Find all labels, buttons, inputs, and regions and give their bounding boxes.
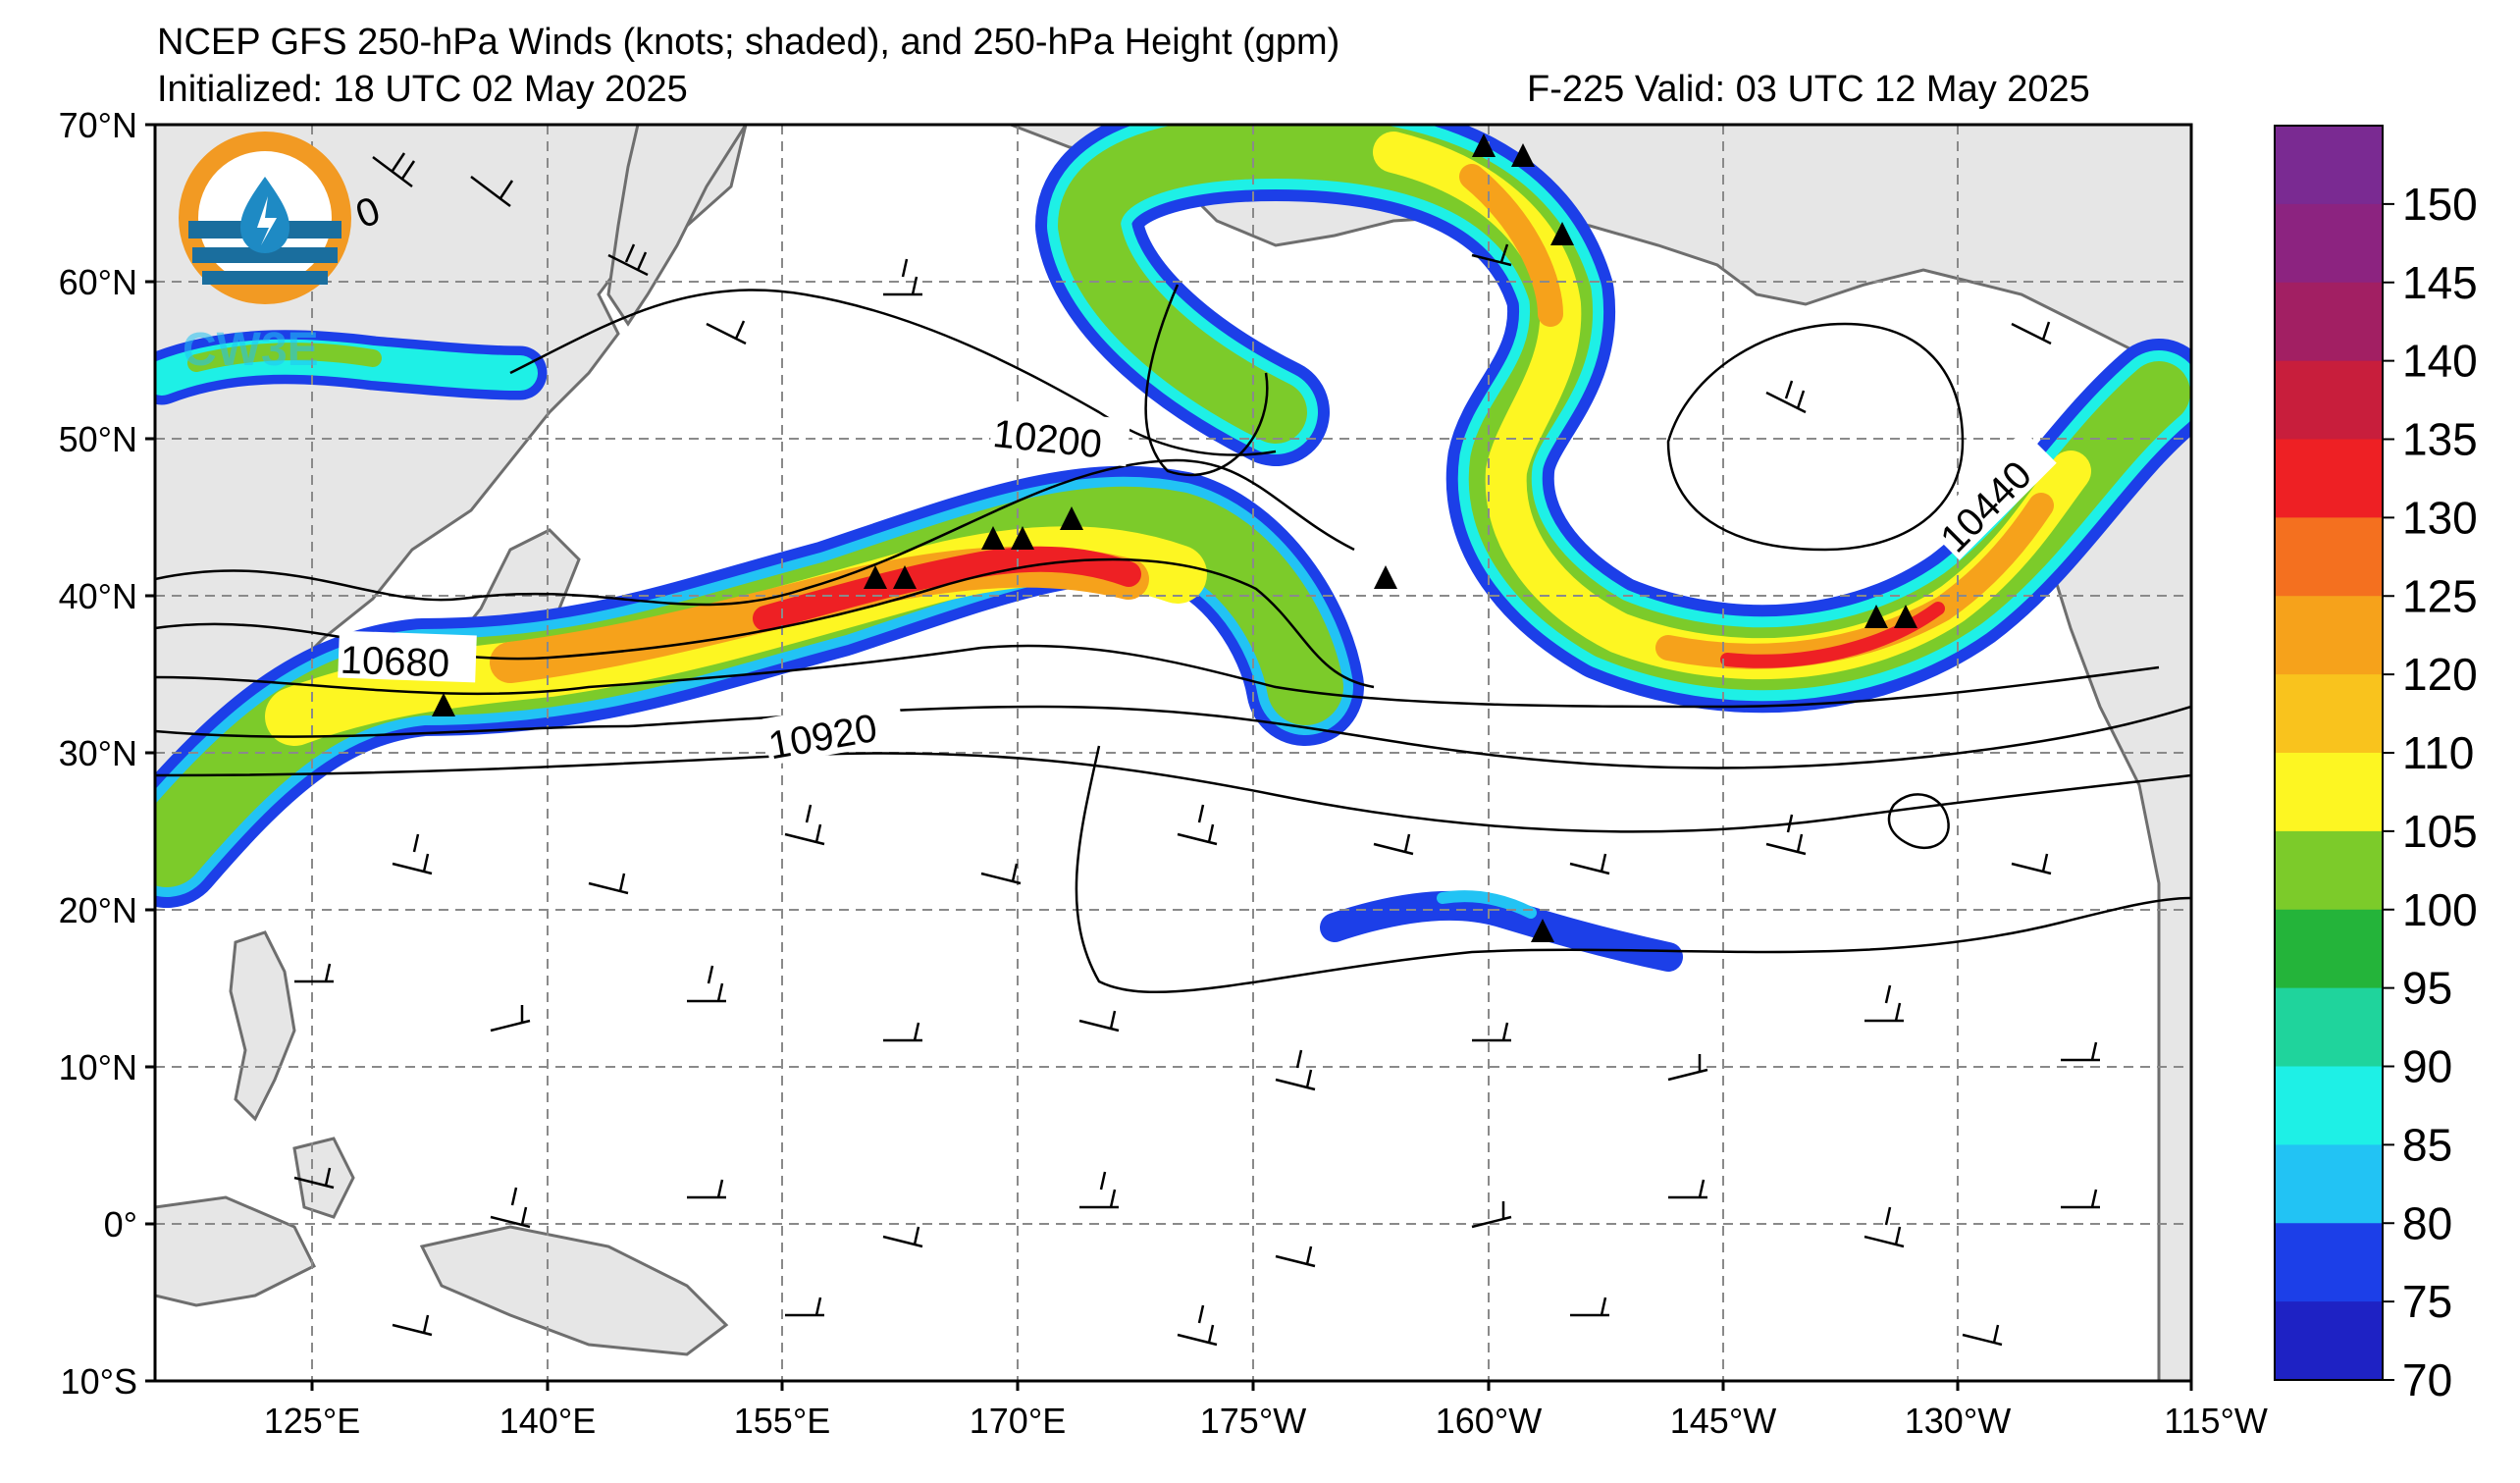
lat-labels: 70°N 60°N 50°N 40°N 30°N 20°N 10°N 0° 10… (59, 105, 137, 1402)
lon-label: 115°W (2164, 1401, 2268, 1441)
colorbar-swatch (2275, 909, 2383, 989)
colorbar-swatch (2275, 360, 2383, 440)
colorbar-swatch (2275, 596, 2383, 675)
colorbar-tick-label: 95 (2402, 963, 2452, 1014)
lon-label: 145°W (1670, 1401, 1776, 1441)
jet-aleutian-loop (1035, 125, 2191, 714)
lat-label: 0° (104, 1204, 137, 1245)
wind-barb-flags (432, 133, 1917, 942)
colorbar-tick-label: 90 (2402, 1041, 2452, 1092)
colorbar-swatch (2275, 439, 2383, 518)
colorbar-swatch (2275, 203, 2383, 284)
colorbar-swatch (2275, 1223, 2383, 1302)
colorbar-tick-label: 145 (2402, 257, 2478, 308)
colorbar-tick-label: 140 (2402, 336, 2478, 387)
valid-time: F-225 Valid: 03 UTC 12 May 2025 (1527, 69, 2090, 110)
lon-labels: 125°E 140°E 155°E 170°E 175°W 160°W 145°… (264, 1401, 2268, 1441)
jet-main-pacific (155, 465, 1364, 908)
colorbar-tick-label: 110 (2402, 727, 2474, 778)
colorbar-swatch (2275, 674, 2383, 754)
colorbar-tick-label: 150 (2402, 179, 2478, 230)
colorbar-swatch (2275, 830, 2383, 911)
lon-label: 130°W (1905, 1401, 2011, 1441)
colorbar-swatch (2275, 987, 2383, 1067)
logo-wave-3 (202, 271, 328, 285)
colorbar-swatch (2275, 517, 2383, 597)
lon-label: 175°W (1200, 1401, 1306, 1441)
lon-label: 155°E (734, 1401, 830, 1441)
colorbar-tick-label: 135 (2402, 414, 2478, 465)
lat-label: 20°N (59, 890, 137, 930)
cw3e-logo: CW3E (179, 132, 351, 376)
map-plot-area: 10200 10440 10680 10920 0 CW3E (155, 125, 2191, 1381)
logo-wave-2 (192, 247, 338, 263)
colorbar-swatch (2275, 126, 2383, 205)
colorbar: 150 145 140 135 130 125 120 110 105 100 95 90 85 80 75… (2274, 125, 2478, 1405)
logo-text: CW3E (183, 324, 319, 376)
jet-streams (155, 125, 2191, 972)
lat-label: 70°N (59, 105, 137, 145)
colorbar-swatch (2275, 1301, 2383, 1381)
colorbar-tick-label: 120 (2402, 649, 2478, 700)
lon-label: 170°E (970, 1401, 1066, 1441)
logo-bolt-icon (257, 196, 277, 245)
lat-label: 60°N (59, 262, 137, 302)
jet-subtropical (1320, 890, 1683, 972)
colorbar-swatch (2275, 1066, 2383, 1145)
colorbar-tick-label: 75 (2402, 1276, 2452, 1327)
lon-label: 160°W (1436, 1401, 1542, 1441)
sulawesi (292, 1137, 355, 1219)
contour-label-10680: 10680 (340, 639, 450, 686)
map-title: NCEP GFS 250-hPa Winds (knots; shaded), … (157, 22, 1340, 63)
jet-north-asia (155, 330, 548, 405)
colorbar-tick-label: 100 (2402, 884, 2478, 935)
colorbar-tick-label: 105 (2402, 806, 2478, 857)
colorbar-tick-label: 70 (2402, 1354, 2452, 1405)
colorbar-tick-label: 80 (2402, 1197, 2452, 1248)
colorbar-swatch (2275, 753, 2383, 832)
colorbar-swatch (2275, 282, 2383, 362)
colorbar-tick-label: 125 (2402, 570, 2478, 621)
lat-label: 10°S (61, 1361, 137, 1402)
lon-label: 140°E (499, 1401, 596, 1441)
axis-ticks (145, 123, 2193, 1391)
lat-label: 10°N (59, 1047, 137, 1087)
lat-label: 50°N (59, 419, 137, 459)
colorbar-tick-label: 85 (2402, 1119, 2452, 1170)
lat-label: 40°N (59, 576, 137, 616)
lat-label: 30°N (59, 733, 137, 773)
colorbar-swatch (2275, 1144, 2383, 1224)
init-time: Initialized: 18 UTC 02 May 2025 (157, 69, 688, 110)
new-guinea (419, 1225, 729, 1356)
kamchatka (606, 125, 748, 327)
philippines (229, 930, 296, 1122)
lon-label: 125°E (264, 1401, 360, 1441)
colorbar-tick-label: 130 (2402, 492, 2478, 543)
wind-barbs (293, 152, 2100, 1347)
